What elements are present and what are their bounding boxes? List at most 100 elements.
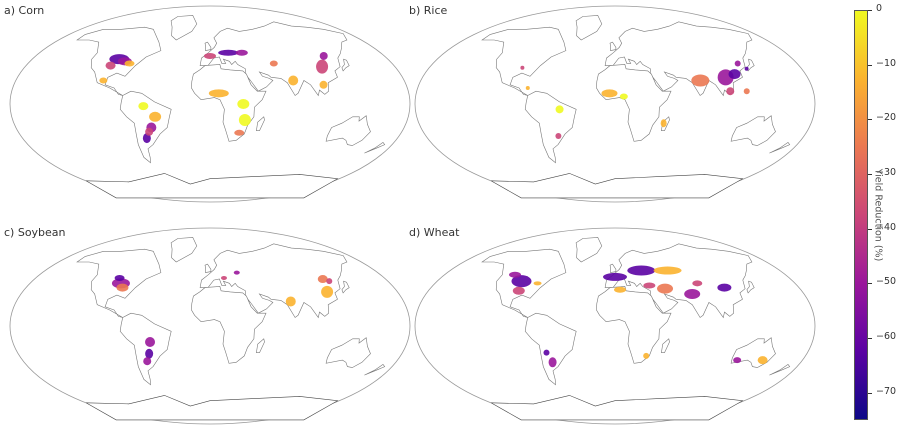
yield-reduction-region (143, 357, 152, 366)
yield-reduction-region (145, 127, 154, 136)
yield-reduction-region (717, 283, 732, 292)
landmass-uk (204, 263, 212, 273)
landmass-uk (609, 41, 617, 51)
landmass-australia (730, 115, 776, 146)
landmass-japan (746, 280, 755, 294)
corn-map-svg (9, 5, 411, 203)
yield-reduction-region (548, 357, 557, 368)
yield-reduction-region (619, 93, 628, 100)
landmass-africa (191, 286, 267, 364)
landmass-greenland (170, 15, 198, 41)
yield-reduction-region (235, 49, 248, 56)
yield-reduction-region (145, 348, 154, 359)
landmass-uk (204, 41, 212, 51)
yield-reduction-region (643, 352, 650, 359)
map-frame (414, 227, 816, 425)
landmass-eurasia (199, 21, 348, 97)
yield-reduction-region (614, 286, 627, 293)
yield-reduction-region (114, 274, 125, 281)
rice-map-svg (414, 5, 816, 203)
yield-reduction-region (238, 114, 251, 127)
yield-reduction-region (99, 77, 108, 84)
yield-reduction-region (757, 356, 768, 365)
colorbar-tick-mark (868, 174, 872, 175)
yield-reduction-region (520, 65, 525, 70)
yield-reduction-region (603, 272, 627, 281)
colorbar-tick-mark (868, 338, 872, 339)
map-frame (9, 227, 411, 425)
colorbar-tick-mark (868, 119, 872, 121)
landmass-nz (769, 141, 791, 154)
yield-reduction-region (511, 275, 532, 288)
colorbar-tick-label: −60 (876, 331, 897, 342)
landmass-eurasia (604, 21, 753, 97)
yield-reduction-region (218, 49, 239, 56)
yield-reduction-region (208, 89, 229, 98)
yield-reduction-region (657, 283, 674, 294)
yield-reduction-region (105, 61, 116, 70)
landmass-samerica (119, 90, 172, 164)
yield-reduction-region (319, 51, 328, 60)
yield-reduction-region (138, 102, 149, 111)
yield-reduction-region (237, 99, 250, 109)
colorbar-tick-label: −40 (876, 221, 897, 233)
yield-reduction-region (643, 282, 656, 289)
landmass-greenland (575, 237, 603, 263)
landmass-namerica (481, 26, 567, 96)
yield-reduction-region (543, 349, 550, 356)
yield-reduction-region (555, 105, 564, 114)
landmass-greenland (170, 237, 198, 263)
map-frame (9, 5, 411, 203)
yield-reduction-region (512, 286, 525, 295)
panel-title-soybean: c) Soybean (4, 226, 66, 239)
landmass-australia (325, 115, 371, 146)
panel-corn-map: a) Corn (0, 0, 420, 210)
yield-reduction-region (116, 283, 129, 292)
landmass-samerica (524, 312, 577, 386)
colorbar-tick-label: −50 (876, 276, 897, 288)
landmass-australia (325, 337, 371, 368)
landmass-madagascar (256, 116, 265, 131)
landmass-nz (769, 363, 791, 376)
landmass-samerica (119, 312, 172, 386)
colorbar-gradient (854, 10, 868, 420)
yield-reduction-region (691, 74, 710, 87)
yield-reduction-region (204, 52, 216, 59)
yield-reduction-region (285, 296, 296, 307)
yield-reduction-region (692, 280, 703, 287)
landmass-nz (364, 363, 386, 376)
yield-reduction-region (653, 266, 682, 275)
yield-reduction-region (734, 60, 741, 67)
landmass-eurasia (604, 243, 753, 319)
yield-reduction-region (728, 69, 741, 80)
yield-reduction-region (145, 337, 156, 348)
yield-reduction-region (555, 133, 562, 140)
yield-reduction-region (509, 271, 522, 278)
yield-reduction-region (317, 275, 328, 284)
yield-reduction-region (316, 59, 329, 74)
yield-reduction-region (660, 119, 667, 128)
landmass-madagascar (661, 338, 670, 353)
landmass-japan (341, 280, 350, 294)
yield-reduction-region (321, 285, 334, 298)
landmass-antarctica (85, 173, 339, 199)
landmass-nz (364, 141, 386, 154)
yield-reduction-region (601, 89, 618, 98)
yield-reduction-region (233, 270, 240, 275)
yield-reduction-region (326, 278, 333, 285)
colorbar-tick-label: −70 (876, 385, 897, 397)
yield-reduction-region (627, 265, 656, 276)
yield-reduction-region (684, 288, 701, 299)
colorbar-tick-label: 0 (876, 3, 883, 14)
landmass-antarctica (85, 395, 339, 421)
colorbar-tick-mark (868, 10, 872, 11)
map-frame (414, 5, 816, 203)
yield-reduction-region (743, 88, 750, 95)
yield-reduction-region (525, 85, 530, 90)
panel-title-corn: a) Corn (4, 4, 45, 17)
soybean-map-svg (9, 227, 411, 425)
panel-soybean-map: c) Soybean (0, 222, 420, 432)
yield-reduction-region (269, 60, 278, 67)
colorbar-tick-mark (868, 64, 872, 66)
colorbar-tick-label: −10 (876, 57, 897, 69)
